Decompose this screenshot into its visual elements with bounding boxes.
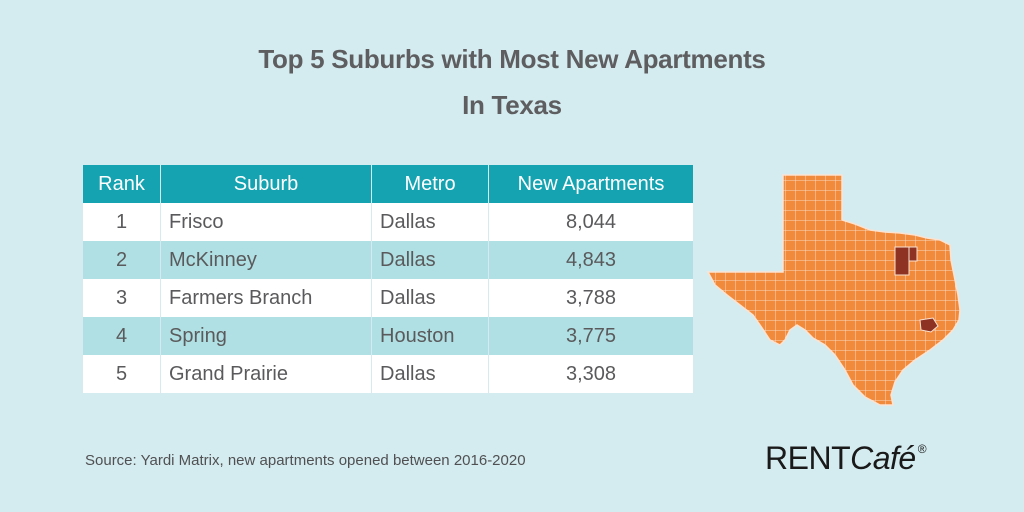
header-suburb: Suburb — [160, 165, 372, 203]
metro-cell: Dallas — [371, 355, 489, 393]
dallas-highlight — [894, 246, 910, 276]
suburb-cell: Frisco — [160, 203, 372, 241]
rentcafe-logo: RENTCafé ® — [765, 440, 927, 477]
header-metro: Metro — [371, 165, 489, 203]
rank-cell: 2 — [83, 241, 161, 279]
rank-cell: 3 — [83, 279, 161, 317]
houston-highlight — [919, 317, 939, 333]
metro-cell: Dallas — [371, 241, 489, 279]
header-rank: Rank — [83, 165, 161, 203]
apartments-cell: 4,843 — [488, 241, 693, 279]
table-row: 5 Grand Prairie Dallas 3,308 — [83, 355, 693, 393]
source-note: Source: Yardi Matrix, new apartments ope… — [85, 452, 526, 469]
table-header-row: Rank Suburb Metro New Apartments — [83, 165, 693, 203]
suburb-cell: Farmers Branch — [160, 279, 372, 317]
metro-cell: Dallas — [371, 279, 489, 317]
apartments-cell: 8,044 — [488, 203, 693, 241]
texas-shape — [706, 174, 961, 406]
table-row: 2 McKinney Dallas 4,843 — [83, 241, 693, 279]
table-row: 4 Spring Houston 3,775 — [83, 317, 693, 355]
title-line-2: In Texas — [462, 90, 562, 120]
page-title: Top 5 Suburbs with Most New Apartments I… — [0, 36, 1024, 128]
dallas-highlight-2 — [908, 246, 918, 262]
suburb-cell: Spring — [160, 317, 372, 355]
apartments-cell: 3,788 — [488, 279, 693, 317]
logo-cafe: Café — [850, 440, 916, 476]
suburbs-table: Rank Suburb Metro New Apartments 1 Frisc… — [83, 165, 693, 393]
suburb-cell: McKinney — [160, 241, 372, 279]
rank-cell: 1 — [83, 203, 161, 241]
title-line-1: Top 5 Suburbs with Most New Apartments — [258, 44, 766, 74]
apartments-cell: 3,308 — [488, 355, 693, 393]
logo-rent: RENT — [765, 440, 851, 476]
apartments-cell: 3,775 — [488, 317, 693, 355]
table-row: 3 Farmers Branch Dallas 3,788 — [83, 279, 693, 317]
rank-cell: 4 — [83, 317, 161, 355]
rank-cell: 5 — [83, 355, 161, 393]
suburb-cell: Grand Prairie — [160, 355, 372, 393]
metro-cell: Dallas — [371, 203, 489, 241]
registered-mark: ® — [917, 442, 927, 456]
table-row: 1 Frisco Dallas 8,044 — [83, 203, 693, 241]
texas-map — [706, 174, 961, 406]
header-new-apartments: New Apartments — [488, 165, 693, 203]
metro-cell: Houston — [371, 317, 489, 355]
